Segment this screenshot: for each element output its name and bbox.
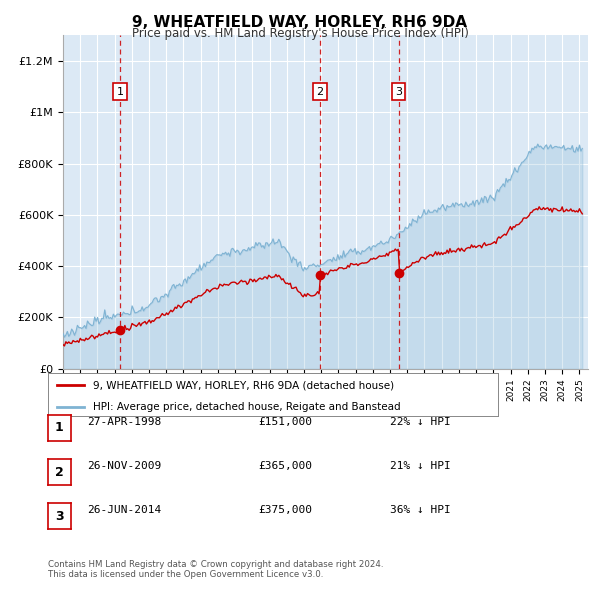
Text: £375,000: £375,000 — [258, 506, 312, 515]
Text: 22% ↓ HPI: 22% ↓ HPI — [390, 417, 451, 427]
Text: 27-APR-1998: 27-APR-1998 — [87, 417, 161, 427]
Text: 3: 3 — [55, 510, 64, 523]
Text: 26-JUN-2014: 26-JUN-2014 — [87, 506, 161, 515]
Text: 36% ↓ HPI: 36% ↓ HPI — [390, 506, 451, 515]
Text: Price paid vs. HM Land Registry's House Price Index (HPI): Price paid vs. HM Land Registry's House … — [131, 27, 469, 40]
Text: £151,000: £151,000 — [258, 417, 312, 427]
Text: 26-NOV-2009: 26-NOV-2009 — [87, 461, 161, 471]
Text: 1: 1 — [55, 421, 64, 434]
Text: 1: 1 — [117, 87, 124, 97]
Text: HPI: Average price, detached house, Reigate and Banstead: HPI: Average price, detached house, Reig… — [93, 402, 401, 412]
Text: Contains HM Land Registry data © Crown copyright and database right 2024.
This d: Contains HM Land Registry data © Crown c… — [48, 560, 383, 579]
Text: 9, WHEATFIELD WAY, HORLEY, RH6 9DA (detached house): 9, WHEATFIELD WAY, HORLEY, RH6 9DA (deta… — [93, 381, 394, 391]
Text: 9, WHEATFIELD WAY, HORLEY, RH6 9DA: 9, WHEATFIELD WAY, HORLEY, RH6 9DA — [133, 15, 467, 30]
Text: 2: 2 — [316, 87, 323, 97]
Text: £365,000: £365,000 — [258, 461, 312, 471]
Text: 3: 3 — [395, 87, 402, 97]
Text: 2: 2 — [55, 466, 64, 478]
Text: 21% ↓ HPI: 21% ↓ HPI — [390, 461, 451, 471]
